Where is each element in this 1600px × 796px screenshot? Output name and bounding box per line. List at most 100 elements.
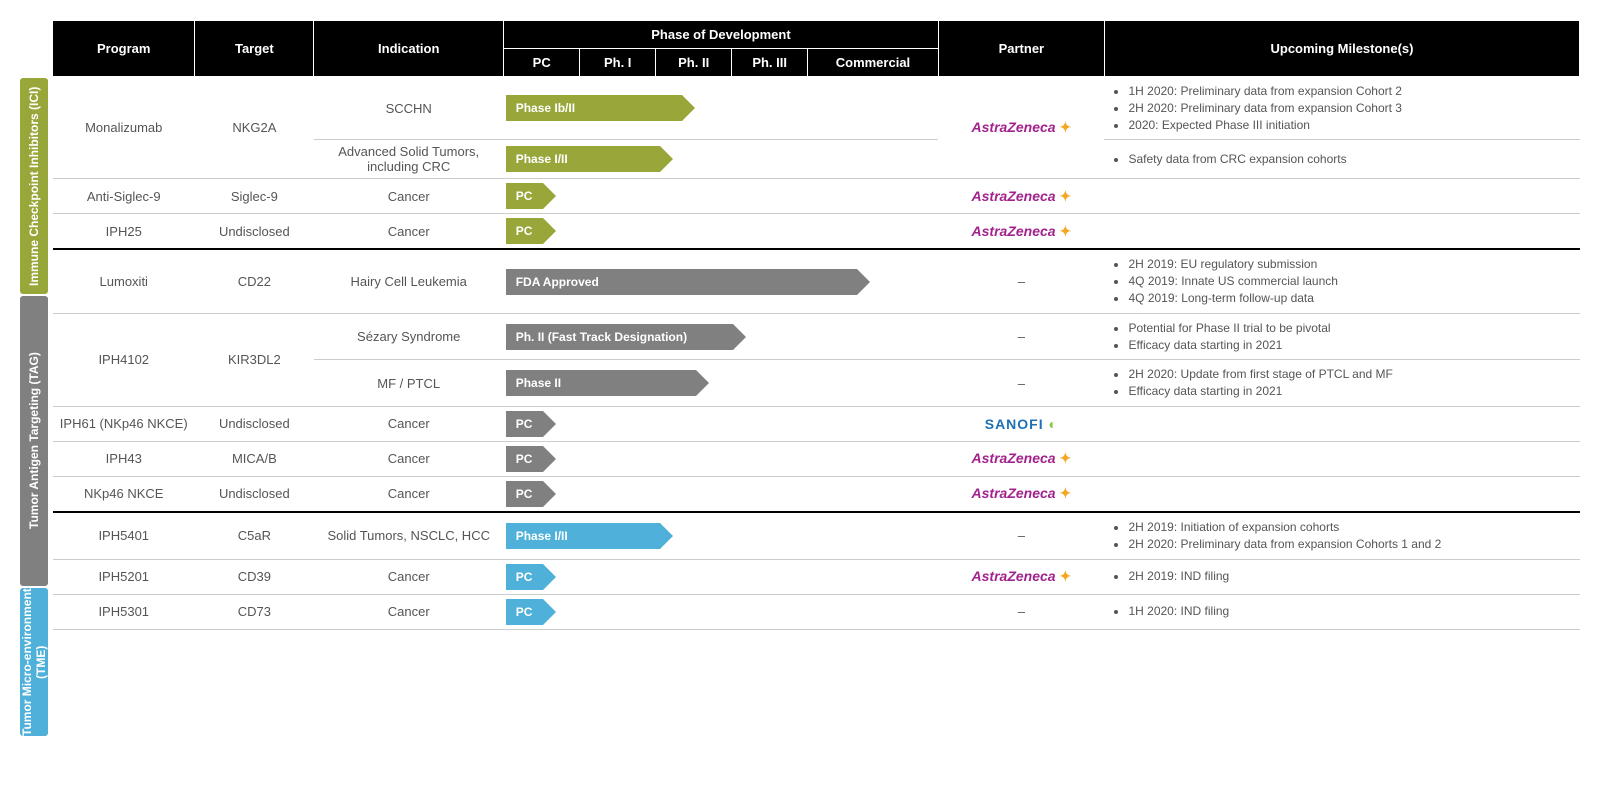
phase-bar: Phase I/II xyxy=(506,146,660,172)
milestone-item: 2H 2019: EU regulatory submission xyxy=(1128,256,1573,273)
phase-bar: PC xyxy=(506,446,543,472)
th-milestones: Upcoming Milestone(s) xyxy=(1104,21,1579,77)
cell-partner: AstraZeneca xyxy=(938,179,1104,214)
cell-indication: Sézary Syndrome xyxy=(314,313,504,360)
th-ph1: Ph. I xyxy=(580,49,656,77)
cell-partner: AstraZeneca xyxy=(938,214,1104,250)
milestone-item: Efficacy data starting in 2021 xyxy=(1128,337,1573,354)
phase-bar-label: PC xyxy=(516,189,533,203)
phase-bar-label: Phase I/II xyxy=(516,529,568,543)
phase-bar: PC xyxy=(506,218,543,244)
cell-program: NKp46 NKCE xyxy=(53,476,195,512)
cell-target: CD39 xyxy=(195,559,314,594)
partner-logo-astrazeneca: AstraZeneca xyxy=(972,485,1072,501)
cell-program: Monalizumab xyxy=(53,77,195,179)
cell-milestones: Safety data from CRC expansion cohorts xyxy=(1104,140,1579,179)
partner-logo-astrazeneca: AstraZeneca xyxy=(972,450,1072,466)
cell-milestones xyxy=(1104,214,1579,250)
cell-milestones: 1H 2020: IND filing xyxy=(1104,594,1579,629)
cell-phase: FDA Approved xyxy=(504,249,939,313)
cell-indication: Cancer xyxy=(314,179,504,214)
cell-indication: Hairy Cell Leukemia xyxy=(314,249,504,313)
milestone-item: 2H 2020: Update from first stage of PTCL… xyxy=(1128,366,1573,383)
cell-target: C5aR xyxy=(195,512,314,559)
table-row: IPH5201CD39CancerPCAstraZeneca2H 2019: I… xyxy=(53,559,1580,594)
partner-logo-astrazeneca: AstraZeneca xyxy=(972,223,1072,239)
partner-logo-astrazeneca: AstraZeneca xyxy=(972,188,1072,204)
cell-phase: Ph. II (Fast Track Designation) xyxy=(504,313,939,360)
cell-milestones xyxy=(1104,406,1579,441)
th-phase-group: Phase of Development xyxy=(504,21,939,49)
phase-bar: PC xyxy=(506,599,543,625)
cell-indication: Cancer xyxy=(314,406,504,441)
phase-bar: PC xyxy=(506,411,543,437)
phase-bar-label: PC xyxy=(516,570,533,584)
th-partner: Partner xyxy=(938,21,1104,77)
cell-indication: Cancer xyxy=(314,559,504,594)
cell-partner: – xyxy=(938,594,1104,629)
cell-milestones xyxy=(1104,179,1579,214)
table-row: IPH5401C5aRSolid Tumors, NSCLC, HCCPhase… xyxy=(53,512,1580,559)
cell-target: Undisclosed xyxy=(195,476,314,512)
phase-bar-label: Phase I/II xyxy=(516,152,568,166)
phase-bar: FDA Approved xyxy=(506,269,857,295)
phase-bar-label: FDA Approved xyxy=(516,275,599,289)
cell-indication: Cancer xyxy=(314,214,504,250)
cell-partner: – xyxy=(938,360,1104,407)
table-row: IPH61 (NKp46 NKCE)UndisclosedCancer PC SAN… xyxy=(53,406,1580,441)
cell-partner: AstraZeneca xyxy=(938,441,1104,476)
milestone-item: 2H 2019: Initiation of expansion cohorts xyxy=(1128,519,1573,536)
table-row: LumoxitiCD22Hairy Cell LeukemiaFDA Appro… xyxy=(53,249,1580,313)
cell-milestones: 2H 2019: EU regulatory submission4Q 2019… xyxy=(1104,249,1579,313)
cell-phase: Phase II xyxy=(504,360,939,407)
cell-milestones xyxy=(1104,476,1579,512)
phase-bar: PC xyxy=(506,183,543,209)
th-program: Program xyxy=(53,21,195,77)
milestone-item: 1H 2020: IND filing xyxy=(1128,603,1573,620)
cell-phase: Phase I/II xyxy=(504,140,939,179)
cell-indication: Solid Tumors, NSCLC, HCC xyxy=(314,512,504,559)
cell-indication: Advanced Solid Tumors, including CRC xyxy=(314,140,504,179)
phase-bar-label: PC xyxy=(516,452,533,466)
milestone-item: 4Q 2019: Innate US commercial launch xyxy=(1128,273,1573,290)
partner-logo-astrazeneca: AstraZeneca xyxy=(972,119,1072,135)
th-indication: Indication xyxy=(314,21,504,77)
th-ph2: Ph. II xyxy=(656,49,732,77)
table-row: IPH25UndisclosedCancer PC AstraZeneca xyxy=(53,214,1580,250)
cell-milestones: Potential for Phase II trial to be pivot… xyxy=(1104,313,1579,360)
cell-target: MICA/B xyxy=(195,441,314,476)
cell-program: IPH4102 xyxy=(53,313,195,406)
phase-bar: Ph. II (Fast Track Designation) xyxy=(506,324,733,350)
cell-phase: PC xyxy=(504,179,939,214)
cell-program: IPH43 xyxy=(53,441,195,476)
cell-indication: MF / PTCL xyxy=(314,360,504,407)
cell-phase: Phase I/II xyxy=(504,512,939,559)
cell-indication: SCCHN xyxy=(314,77,504,140)
cell-partner: – xyxy=(938,313,1104,360)
table-row: IPH4102KIR3DL2Sézary SyndromePh. II (Fas… xyxy=(53,313,1580,360)
cell-phase: PC xyxy=(504,214,939,250)
milestone-item: 2020: Expected Phase III initiation xyxy=(1128,117,1573,134)
partner-logo-sanofi: SANOFI xyxy=(985,416,1058,432)
milestone-item: Efficacy data starting in 2021 xyxy=(1128,383,1573,400)
phase-bar-label: PC xyxy=(516,224,533,238)
phase-bar: Phase I/II xyxy=(506,523,660,549)
partner-logo-astrazeneca: AstraZeneca xyxy=(972,568,1072,584)
phase-bar-label: Phase II xyxy=(516,376,561,390)
cell-program: IPH61 (NKp46 NKCE) xyxy=(53,406,195,441)
milestone-item: 2H 2020: Preliminary data from expansion… xyxy=(1128,536,1573,553)
cell-program: IPH5301 xyxy=(53,594,195,629)
cell-partner: SANOFI xyxy=(938,406,1104,441)
category-label-ici: Immune Checkpoint Inhibitors (ICI) xyxy=(20,78,48,294)
cell-target: CD73 xyxy=(195,594,314,629)
cell-indication: Cancer xyxy=(314,441,504,476)
table-row: MonalizumabNKG2ASCCHNPhase Ib/IIAstraZen… xyxy=(53,77,1580,140)
phase-bar-label: PC xyxy=(516,417,533,431)
table-body: MonalizumabNKG2ASCCHNPhase Ib/IIAstraZen… xyxy=(53,77,1580,630)
cell-program: IPH25 xyxy=(53,214,195,250)
pipeline-table: Immune Checkpoint Inhibitors (ICI)Tumor … xyxy=(20,20,1580,736)
phase-bar: PC xyxy=(506,481,543,507)
cell-target: Undisclosed xyxy=(195,214,314,250)
cell-target: Undisclosed xyxy=(195,406,314,441)
cell-target: Siglec-9 xyxy=(195,179,314,214)
